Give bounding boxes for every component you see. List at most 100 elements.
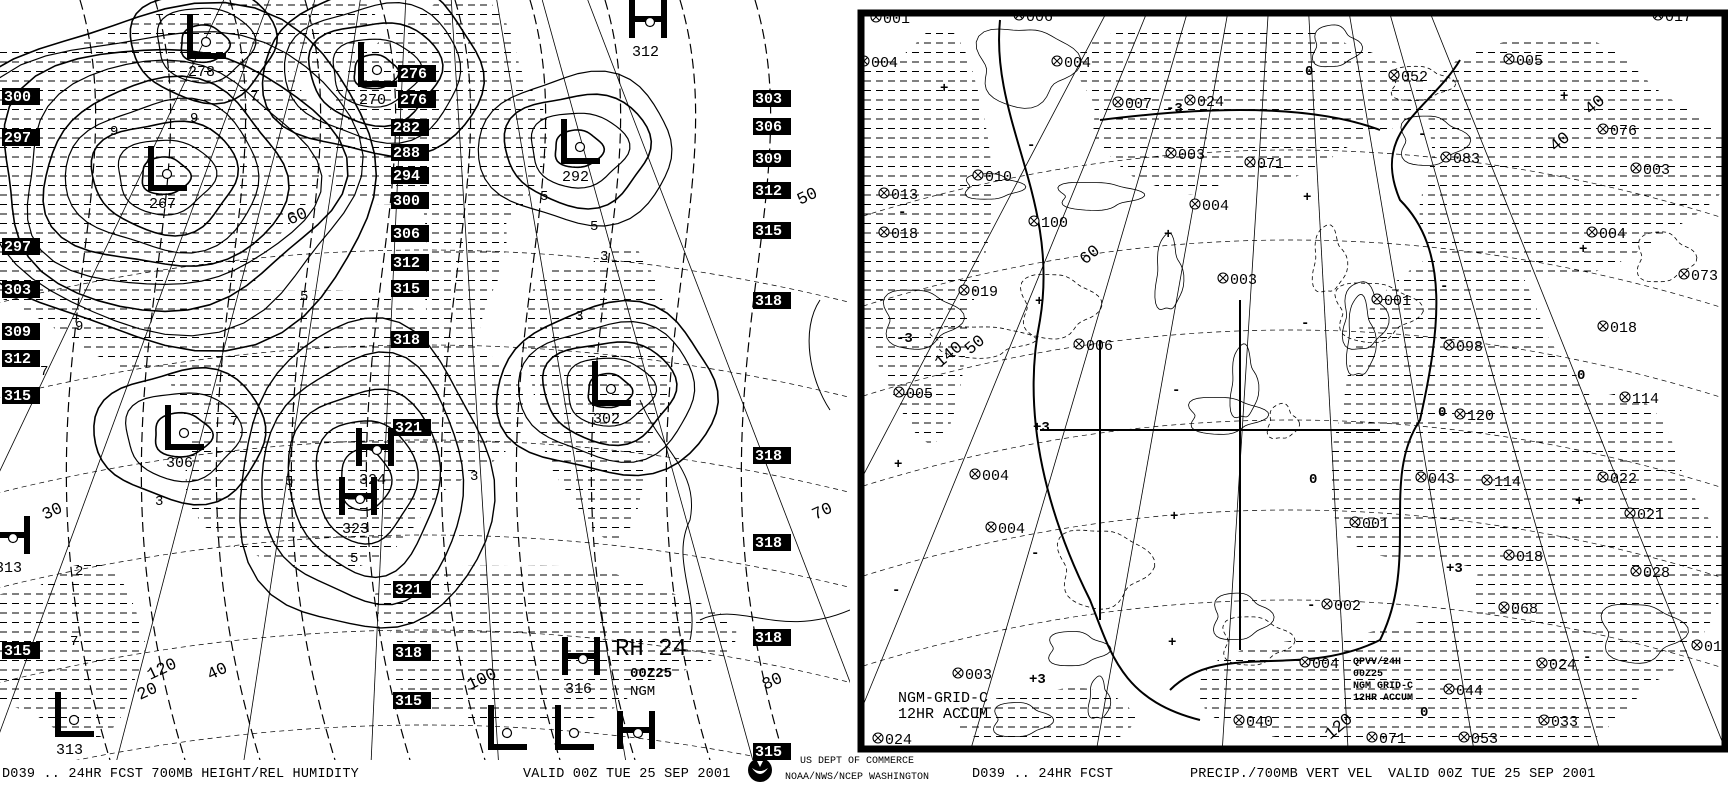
center-marker-icon — [574, 141, 586, 153]
precip-amount-label: 004 — [969, 468, 1009, 485]
precip-value: 004 — [1202, 198, 1229, 215]
precip-value: 003 — [1643, 162, 1670, 179]
precip-value: 004 — [998, 521, 1025, 538]
height-label: 297 — [4, 130, 31, 147]
center-value: 267 — [149, 196, 176, 213]
latlon-label: 70 — [810, 500, 837, 526]
height-label: 300 — [4, 89, 31, 106]
precip-value: 022 — [1610, 471, 1637, 488]
precip-max-cross — [1235, 716, 1243, 724]
vertical-velocity-contour — [992, 702, 1055, 737]
precip-amount-label: 024 — [872, 732, 912, 746]
height-label-box — [753, 182, 791, 199]
height-label-box — [2, 642, 40, 659]
precip-amount-label: 007 — [1112, 96, 1152, 113]
center-value: 306 — [166, 455, 193, 472]
rh-contour-label: 3 — [470, 469, 478, 485]
height-contour — [154, 411, 215, 458]
precip-max-cross — [1460, 733, 1468, 741]
vertical-velocity-label: - — [892, 583, 900, 599]
precip-amount-label: 001 — [1349, 516, 1389, 533]
center-value: 302 — [593, 411, 620, 428]
agency-line-1: US DEPT OF COMMERCE — [800, 756, 915, 767]
rh-shaded-area — [526, 243, 673, 541]
precip-max-cross — [1505, 551, 1513, 559]
precip-max-cross — [1540, 716, 1548, 724]
low-symbol — [592, 361, 631, 406]
height-contour — [307, 22, 444, 128]
height-contour — [0, 1, 378, 352]
latitude-line — [864, 599, 1722, 669]
vertical-velocity-contour — [1048, 631, 1112, 667]
precip-amount-label: 071 — [1366, 731, 1406, 746]
rh-contour — [365, 0, 411, 760]
rh-contour-label: 3 — [600, 249, 608, 265]
rh-contour — [740, 0, 786, 760]
accum-annotation: 12HR ACCUM — [898, 706, 988, 723]
vertical-velocity-label: 0 — [1577, 368, 1585, 384]
height-contour — [315, 420, 419, 545]
vertical-velocity-contour — [1212, 592, 1275, 640]
precip-amount-label: 114 — [1619, 391, 1659, 408]
precip-shaded-area — [1419, 35, 1722, 276]
longitude-line — [1349, 16, 1474, 746]
precip-max-cross — [1632, 567, 1640, 575]
vertical-velocity-contour — [1020, 274, 1103, 340]
rh-contour — [290, 0, 336, 760]
vertical-velocity-label: + — [894, 457, 902, 473]
precip-amount-label: 001 — [870, 16, 910, 28]
high-pressure-center: 312 — [629, 0, 667, 61]
low-pressure-center — [488, 705, 527, 750]
center-marker-icon — [371, 64, 383, 76]
coastline-border — [998, 19, 1461, 721]
grid-annotation: NGM-GRID-C — [898, 690, 988, 707]
precip-value: 018 — [1704, 639, 1728, 656]
precip-max-cross — [872, 16, 880, 21]
height-label: 315 — [4, 388, 31, 405]
center-marker-icon — [68, 714, 80, 726]
latitude-line — [0, 439, 850, 493]
height-contour — [332, 38, 424, 108]
center-marker-icon — [568, 727, 580, 739]
latlon-label: 60 — [1077, 242, 1105, 270]
height-label: 306 — [755, 119, 782, 136]
precip-max-cross — [1219, 274, 1227, 282]
precip-value: 004 — [871, 55, 898, 72]
precip-amount-label: 006 — [1073, 338, 1113, 355]
vertical-velocity-label: +3 — [1446, 561, 1463, 577]
height-label-box — [391, 144, 429, 161]
precip-max-cross — [1445, 341, 1453, 349]
high-pressure-center: 313 — [0, 516, 30, 577]
precip-amount-label: 005 — [1503, 53, 1543, 70]
precip-value: 040 — [1246, 714, 1273, 731]
rh-contour — [590, 0, 636, 760]
height-label: 312 — [4, 351, 31, 368]
low-pressure-center: 270 — [358, 42, 397, 109]
height-label: 321 — [395, 582, 422, 599]
precip-amount-label: 018 — [878, 226, 918, 243]
high-pressure-center: 323 — [339, 477, 377, 538]
precip-value: 006 — [1026, 9, 1053, 26]
vertical-velocity-label: + — [1170, 509, 1178, 525]
precip-max-cross — [1654, 16, 1662, 19]
low-pressure-center — [555, 705, 594, 750]
vertical-velocity-label: -3 — [1166, 101, 1183, 117]
precip-value: 004 — [1064, 55, 1091, 72]
low-pressure-center: 292 — [561, 119, 600, 186]
height-label-box — [391, 192, 429, 209]
precip-value: 003 — [1230, 272, 1257, 289]
vertical-velocity-label: 0 — [1420, 705, 1428, 721]
precip-value: 043 — [1428, 471, 1455, 488]
precip-max-cross — [1186, 96, 1194, 104]
precip-amount-label: 010 — [972, 169, 1012, 186]
precip-max-cross — [1500, 603, 1508, 611]
height-contour — [3, 48, 349, 313]
precip-max-cross — [880, 228, 888, 236]
chart-label-rh: RH 24 — [615, 636, 687, 663]
precip-value: 005 — [1516, 53, 1543, 70]
center-value: 323 — [342, 521, 369, 538]
precip-amount-label: 043 — [1415, 471, 1455, 488]
rh-shaded-area — [421, 125, 507, 367]
vertical-velocity-contour — [1345, 293, 1377, 376]
precip-max-cross — [1456, 410, 1464, 418]
